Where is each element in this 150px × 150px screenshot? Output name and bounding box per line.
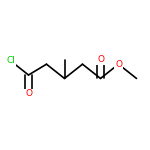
Text: O: O <box>25 89 32 98</box>
Text: O: O <box>115 60 122 69</box>
Text: O: O <box>97 56 104 64</box>
Text: Cl: Cl <box>6 56 15 65</box>
